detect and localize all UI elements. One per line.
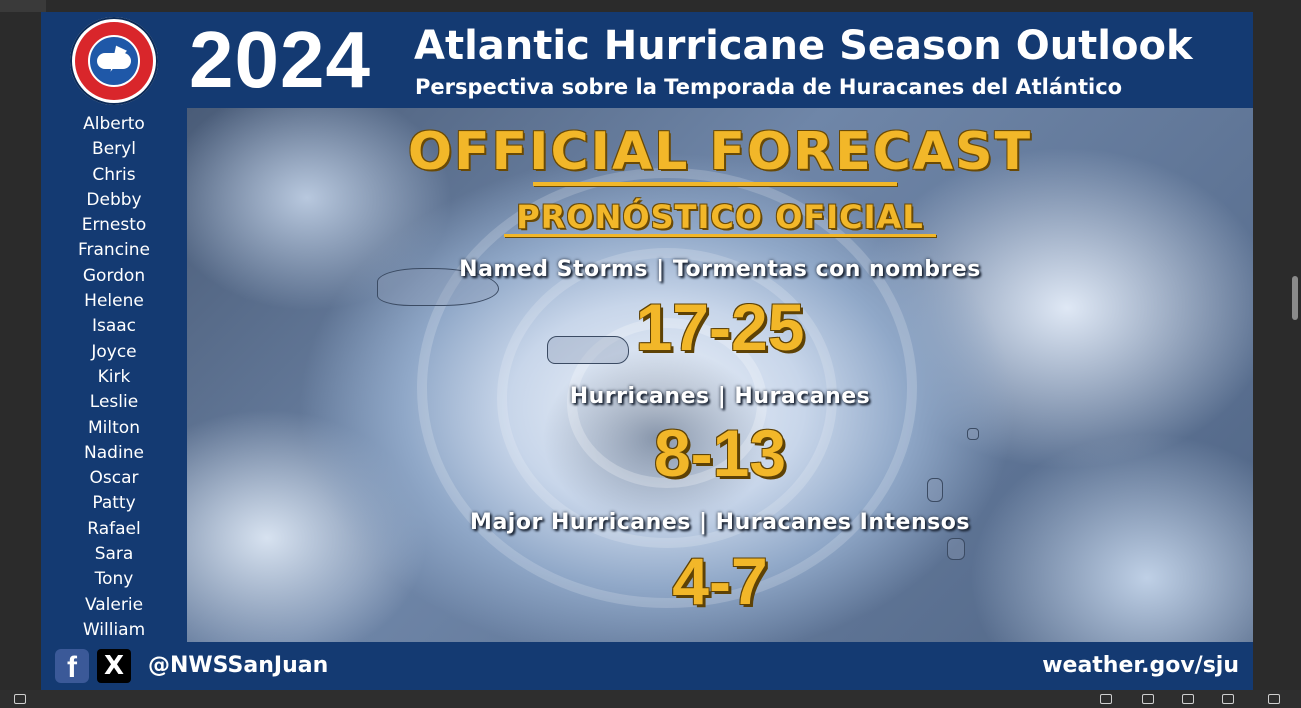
- footer: f X @NWSSanJuan weather.gov/sju: [41, 642, 1253, 690]
- storm-name: Helene: [84, 291, 144, 312]
- storm-name: Beryl: [92, 139, 136, 160]
- island-outline: [947, 538, 965, 560]
- storm-name: Alberto: [83, 114, 145, 134]
- toolbar-icon[interactable]: [1142, 694, 1154, 704]
- named-storms-label: Named Storms | Tormentas con nombres: [459, 257, 981, 282]
- cloud-swirl: [417, 168, 917, 608]
- page-subtitle: Perspectiva sobre la Temporada de Huraca…: [415, 75, 1123, 99]
- storm-name: Isaac: [91, 316, 137, 337]
- storm-name: Leslie: [89, 392, 139, 413]
- hurricane-outlook-infographic: 2024 Atlantic Hurricane Season Outlook P…: [41, 12, 1253, 690]
- storm-name: Joyce: [91, 341, 137, 362]
- cloud-icon: [97, 53, 131, 69]
- storm-name: Patty: [92, 493, 136, 514]
- storm-name: Francine: [77, 240, 151, 261]
- window-top-strip: [0, 0, 1301, 12]
- hispaniola-outline: [377, 268, 499, 306]
- cloud-swirl: [497, 248, 837, 548]
- storm-name: Milton: [88, 417, 140, 438]
- toolbar-icon[interactable]: [14, 694, 26, 704]
- forecast-title: OFFICIAL FORECAST: [407, 122, 1033, 182]
- header: 2024 Atlantic Hurricane Season Outlook P…: [41, 12, 1253, 108]
- social-handle: @NWSSanJuan: [148, 653, 329, 678]
- island-outline: [927, 478, 943, 502]
- storm-name: Ernesto: [81, 215, 147, 236]
- window-tab[interactable]: [0, 0, 46, 12]
- storm-names-list: Alberto Beryl Chris Debby Ernesto Franci…: [41, 112, 187, 643]
- storm-name: William: [82, 619, 146, 640]
- toolbar-icon[interactable]: [1222, 694, 1234, 704]
- hurricanes-label: Hurricanes | Huracanes: [569, 384, 871, 409]
- facebook-icon[interactable]: f: [55, 649, 89, 684]
- named-storms-value: 17-25: [635, 290, 805, 364]
- window-bottom-bar: [0, 690, 1301, 708]
- storm-name: Nadine: [84, 442, 144, 463]
- toolbar-icon[interactable]: [1100, 694, 1112, 704]
- storm-name: Valerie: [84, 594, 144, 615]
- storm-name: Chris: [92, 164, 136, 185]
- forecast-overlay: OFFICIAL FORECAST PRONÓSTICO OFICIAL Nam…: [187, 108, 1253, 642]
- page-title: Atlantic Hurricane Season Outlook: [414, 23, 1193, 69]
- storm-names-sidebar: Alberto Beryl Chris Debby Ernesto Franci…: [41, 108, 187, 642]
- forecast-subtitle: PRONÓSTICO OFICIAL: [516, 198, 924, 236]
- subtitle-underline: [504, 234, 936, 237]
- x-icon[interactable]: X: [97, 649, 131, 683]
- major-hurricanes-label: Major Hurricanes | Huracanes Intensos: [470, 510, 970, 535]
- storm-name: Sara: [94, 544, 134, 565]
- scrollbar-thumb[interactable]: [1292, 276, 1298, 320]
- puerto-rico-outline: [547, 336, 629, 364]
- title-underline: [533, 182, 897, 186]
- storm-name: Gordon: [82, 265, 146, 286]
- toolbar-icon[interactable]: [1268, 694, 1280, 704]
- major-hurricanes-value: 4-7: [672, 544, 768, 618]
- storm-name: Debby: [86, 189, 142, 210]
- storm-name: Oscar: [89, 468, 139, 489]
- hurricanes-value: 8-13: [653, 416, 787, 490]
- season-year: 2024: [189, 15, 371, 104]
- nws-logo: [70, 17, 158, 105]
- satellite-image-panel: OFFICIAL FORECAST PRONÓSTICO OFICIAL Nam…: [187, 108, 1253, 642]
- cloud-swirl: [567, 318, 767, 488]
- island-outline: [967, 428, 979, 440]
- storm-name: Rafael: [87, 518, 141, 539]
- storm-name: Tony: [94, 569, 134, 590]
- storm-name: Kirk: [97, 366, 131, 387]
- toolbar-icon[interactable]: [1182, 694, 1194, 704]
- website-link: weather.gov/sju: [1042, 653, 1239, 678]
